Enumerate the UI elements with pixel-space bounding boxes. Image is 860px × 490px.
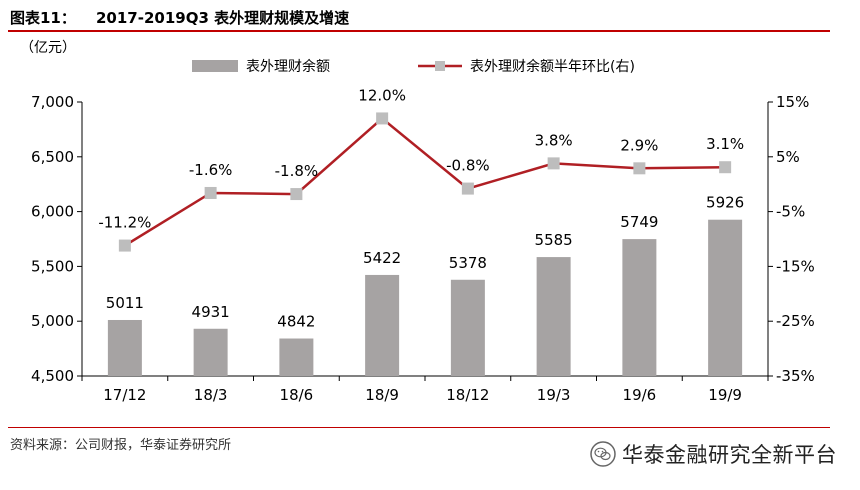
line-series <box>124 116 726 247</box>
line-data-label: -1.6% <box>189 161 233 179</box>
left-axis-unit: （亿元） <box>20 40 76 56</box>
bar <box>622 239 657 376</box>
x-tick-label: 19/9 <box>708 386 742 404</box>
bar-data-label: 5378 <box>449 254 487 272</box>
legend-bar-label: 表外理财余额 <box>246 58 330 75</box>
right-tick-label: -35% <box>776 367 815 385</box>
line-data-label: -11.2% <box>98 214 151 232</box>
bar <box>708 219 743 376</box>
watermark-text: 华泰金融研究全新平台 <box>622 443 837 467</box>
footer-divider <box>8 427 830 428</box>
right-tick-label: 15% <box>776 93 809 111</box>
line-marker <box>290 188 303 201</box>
bar <box>193 328 228 376</box>
figure-label: 图表11： <box>10 9 76 27</box>
line-data-label: 12.0% <box>358 86 406 104</box>
figure-header: 图表11： 2017-2019Q3 表外理财规模及增速 <box>8 4 830 32</box>
line-marker <box>633 162 646 175</box>
x-tick-label: 18/9 <box>365 386 399 404</box>
watermark: 华泰金融研究全新平台 <box>590 440 837 468</box>
left-tick-label: 6,500 <box>31 148 74 166</box>
right-tick-label: -15% <box>776 257 815 275</box>
figure-title: 2017-2019Q3 表外理财规模及增速 <box>96 9 350 27</box>
right-tick-label: -25% <box>776 312 815 330</box>
line-marker <box>118 239 131 252</box>
bar-data-label: 4842 <box>277 313 315 331</box>
x-tick-label: 19/6 <box>623 386 657 404</box>
bar-data-label: 5926 <box>706 194 744 212</box>
left-tick-label: 7,000 <box>31 93 74 111</box>
x-tick-label: 18/12 <box>446 386 489 404</box>
bar <box>450 279 485 376</box>
wechat-icon <box>590 441 616 467</box>
line-data-label: 2.9% <box>620 136 658 154</box>
right-tick-label: 5% <box>776 148 800 166</box>
line-data-label: 3.1% <box>706 135 744 153</box>
line-marker <box>719 161 732 174</box>
x-tick-label: 18/6 <box>280 386 314 404</box>
right-tick-label: -5% <box>776 203 805 221</box>
x-tick-label: 17/12 <box>103 386 146 404</box>
source-note: 资料来源：公司财报，华泰证券研究所 <box>10 438 232 453</box>
legend-line-marker <box>435 61 445 71</box>
line-marker <box>204 186 217 199</box>
line-marker <box>461 182 474 195</box>
bar <box>365 274 400 376</box>
line-marker <box>376 112 389 125</box>
left-tick-label: 6,000 <box>31 203 74 221</box>
line-data-label: 3.8% <box>535 131 573 149</box>
bar-data-label: 5749 <box>620 213 658 231</box>
bar-data-label: 5422 <box>363 249 401 267</box>
left-tick-label: 5,500 <box>31 257 74 275</box>
x-tick-label: 18/3 <box>194 386 228 404</box>
bar-data-label: 4931 <box>192 303 230 321</box>
left-tick-label: 5,000 <box>31 312 74 330</box>
line-data-label: -1.8% <box>275 162 319 180</box>
bar <box>536 257 571 376</box>
left-tick-label: 4,500 <box>31 367 74 385</box>
x-tick-label: 19/3 <box>537 386 571 404</box>
legend-line-label: 表外理财余额半年环比(右) <box>470 58 635 75</box>
bar <box>279 338 314 376</box>
bar <box>107 319 142 376</box>
line-marker <box>547 157 560 170</box>
bar-data-label: 5011 <box>106 294 144 312</box>
legend-bar-swatch <box>192 60 238 72</box>
line-data-label: -0.8% <box>446 157 490 175</box>
bar-data-label: 5585 <box>535 231 573 249</box>
